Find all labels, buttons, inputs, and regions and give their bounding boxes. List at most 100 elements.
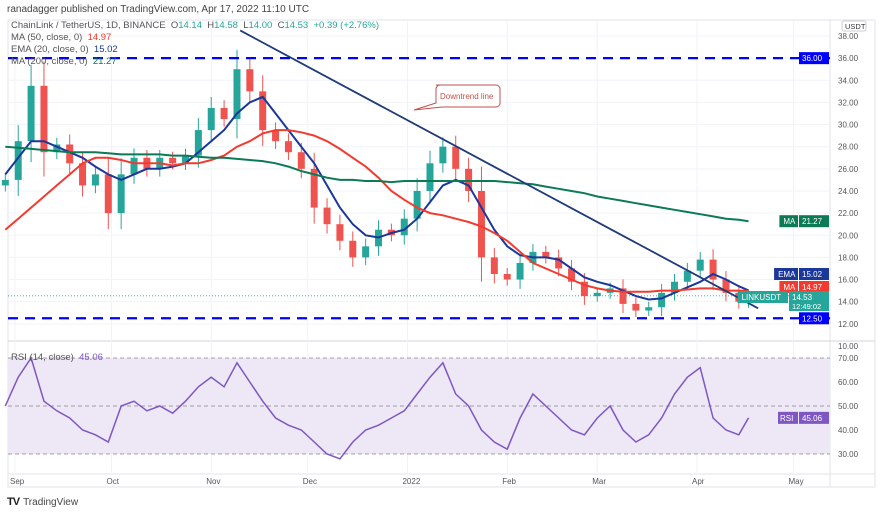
series-badge-value: 14.97 <box>802 283 823 292</box>
tradingview-footer[interactable]: TV TradingView <box>7 496 78 508</box>
candle-body <box>259 91 267 131</box>
price-tick-label: 38.00 <box>838 32 859 41</box>
time-tick-label: Feb <box>502 477 516 486</box>
candle-body <box>130 157 138 175</box>
candle-body <box>490 257 498 275</box>
candle-body <box>503 274 511 280</box>
low-label: L <box>243 20 249 31</box>
candle-body <box>117 174 125 214</box>
candle-body <box>53 144 61 153</box>
rsi-badge-name: RSI <box>780 414 793 423</box>
series-badge-value: 21.27 <box>802 217 823 226</box>
time-tick-label: Nov <box>206 477 220 486</box>
bar-countdown: 12:49:02 <box>792 302 821 311</box>
price-tick-label: 26.00 <box>838 165 859 174</box>
candle-body <box>40 85 48 153</box>
series-badge-name: MA <box>783 283 796 292</box>
time-tick-label: Mar <box>592 477 606 486</box>
ma50-line <box>4 129 749 293</box>
ma50-label: MA (50, close, 0) <box>11 32 83 43</box>
candle-body <box>400 218 408 236</box>
series-badge-tag <box>779 215 798 228</box>
price-tick-label: 12.00 <box>838 320 859 329</box>
time-tick-label: Oct <box>107 477 120 486</box>
downtrend-line <box>239 29 759 310</box>
tradingview-brand: TradingView <box>23 496 79 508</box>
candle-body <box>66 144 74 164</box>
currency-label: USDT <box>845 22 866 31</box>
ma200-value: 21.27 <box>92 56 117 67</box>
candle-body <box>568 268 576 282</box>
symbol-legend: ChainLink / TetherUS, 1D, BINANCE O14.14… <box>11 20 379 31</box>
rsi-tick-label: 50.00 <box>838 402 859 411</box>
ema20-label: EMA (20, close, 0) <box>11 44 89 55</box>
candle-body <box>323 207 331 225</box>
high-value: 14.58 <box>214 20 238 31</box>
series-badge-tag <box>774 268 798 280</box>
candle-body <box>349 240 357 258</box>
candle-body <box>452 146 460 169</box>
level-price-label: 36.00 <box>802 54 823 63</box>
candle-body <box>79 163 87 186</box>
candle-body <box>27 85 35 142</box>
candle-body <box>272 130 280 142</box>
price-tick-label: 32.00 <box>838 98 859 107</box>
candle-body <box>632 303 640 311</box>
level-price-label: 12.50 <box>802 314 823 323</box>
rsi-badge-tag <box>778 411 798 424</box>
price-tick-label: 14.00 <box>838 298 859 307</box>
series-badge-name: MA <box>783 217 796 226</box>
rsi-badge-value-bg <box>799 411 829 424</box>
candle-body <box>670 281 678 293</box>
price-tick-label: 24.00 <box>838 187 859 196</box>
candle-body <box>413 190 421 219</box>
candle-body <box>14 141 22 180</box>
ma200-line <box>5 145 749 223</box>
change-value: +0.39 (+2.76%) <box>313 20 380 31</box>
ma200-label: MA (200, close, 0) <box>11 56 88 67</box>
candle-body <box>426 163 434 191</box>
currency-button <box>841 20 867 32</box>
downtrend-annotation: Downtrend line <box>440 92 494 101</box>
series-badge-value-bg <box>799 281 829 293</box>
price-tick-label: 36.00 <box>838 54 859 63</box>
candle-body <box>233 69 241 120</box>
series-badge-name: EMA <box>778 270 796 279</box>
candle-body <box>310 168 318 208</box>
high-label: H <box>207 20 215 31</box>
candle-body <box>593 292 601 297</box>
series-badge-value: 15.02 <box>802 270 823 279</box>
candle-body <box>696 259 704 271</box>
tradingview-logo-icon: TV <box>7 496 20 508</box>
price-tick-label: 18.00 <box>838 253 859 262</box>
price-tick-label: 30.00 <box>838 121 859 130</box>
rsi-tick-label: 40.00 <box>838 426 859 435</box>
candle-body <box>439 146 447 164</box>
candle-body <box>1 179 9 186</box>
candle-body <box>220 107 228 120</box>
candle-body <box>722 279 730 293</box>
publish-info: ranadagger published on TradingView.com,… <box>7 4 310 15</box>
price-tick-label: 22.00 <box>838 209 859 218</box>
ma50-legend[interactable]: MA (50, close, 0) 14.97 <box>11 32 111 43</box>
series-badge-value-bg <box>789 291 829 311</box>
time-tick-label: Sep <box>10 477 25 486</box>
candle-body <box>284 141 292 153</box>
ma200-legend[interactable]: MA (200, close, 0) 21.27 <box>11 56 117 67</box>
rsi-label: RSI (14, close) <box>11 352 74 363</box>
series-badge-value-bg <box>799 268 829 280</box>
ema20-legend[interactable]: EMA (20, close, 0) 15.02 <box>11 44 118 55</box>
time-tick-label: 2022 <box>402 477 420 486</box>
price-tick-label: 10.00 <box>838 342 859 351</box>
rsi-band-fill <box>8 358 830 454</box>
rsi-tick-label: 30.00 <box>838 450 859 459</box>
rsi-legend[interactable]: RSI (14, close) 45.06 <box>11 352 103 363</box>
candle-body <box>246 69 254 92</box>
close-label: C <box>277 20 285 31</box>
series-badge-value-bg <box>799 215 829 228</box>
candle-body <box>207 107 215 131</box>
candle-body <box>555 257 563 269</box>
candle-body <box>645 307 653 311</box>
candle-body <box>516 262 524 280</box>
